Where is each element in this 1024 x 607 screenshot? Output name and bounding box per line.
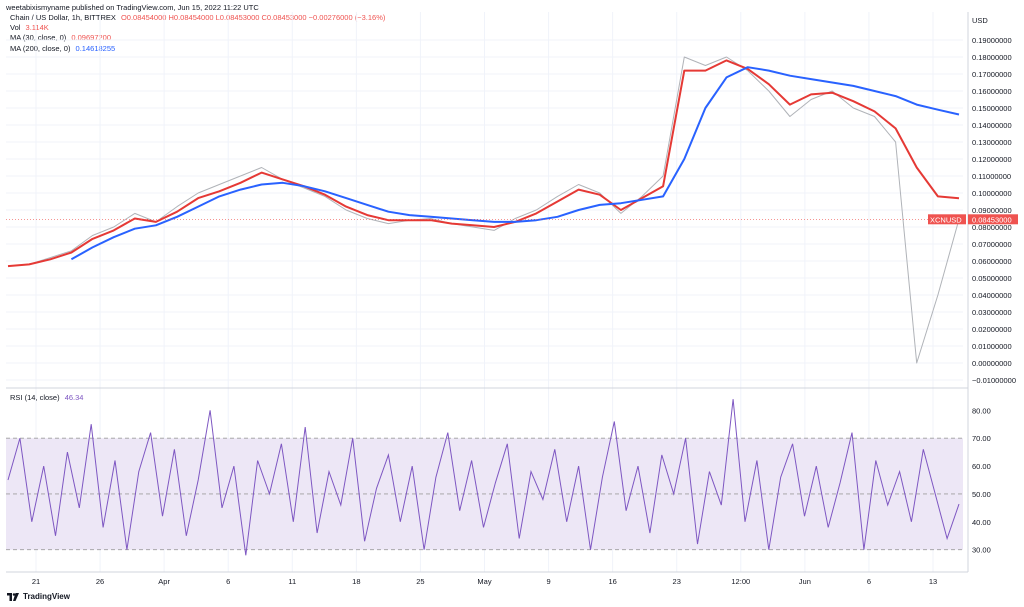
x-tick-label: 6 bbox=[867, 577, 871, 586]
x-tick-label: 9 bbox=[546, 577, 550, 586]
rsi-label: RSI (14, close) bbox=[10, 393, 60, 402]
price-tick-label: 0.02000000 bbox=[972, 325, 1012, 334]
rsi-tick-label: 80.00 bbox=[972, 406, 991, 415]
legend-ma200-row[interactable]: MA (200, close, 0) 0.14618255 bbox=[10, 44, 385, 54]
x-tick-label: 16 bbox=[608, 577, 616, 586]
x-tick-label: 23 bbox=[673, 577, 681, 586]
rsi-tick-label: 30.00 bbox=[972, 546, 991, 555]
price-tick-label: 0.13000000 bbox=[972, 138, 1012, 147]
x-tick-label: 21 bbox=[32, 577, 40, 586]
price-tick-label: 0.12000000 bbox=[972, 155, 1012, 164]
price-tick-label: −0.01000000 bbox=[972, 376, 1016, 385]
ma30-series-line[interactable] bbox=[7, 59, 960, 268]
last-price-value: 0.08453000 bbox=[972, 215, 1012, 224]
ma200-series-line[interactable] bbox=[70, 66, 960, 261]
x-tick-label: 6 bbox=[226, 577, 230, 586]
rsi-tick-label: 70.00 bbox=[972, 434, 991, 443]
ma30-value: 0.09697200 bbox=[71, 33, 111, 43]
price-tick-label: 0.03000000 bbox=[972, 308, 1012, 317]
price-tick-label: 0.06000000 bbox=[972, 257, 1012, 266]
x-tick-label: Apr bbox=[158, 577, 170, 586]
x-tick-label: May bbox=[477, 577, 491, 586]
x-tick-label: Jun bbox=[799, 577, 811, 586]
last-price-tag bbox=[968, 214, 1018, 225]
x-tick-label: 13 bbox=[929, 577, 937, 586]
legend-ma30-row[interactable]: MA (30, close, 0) 0.09697200 bbox=[10, 33, 385, 43]
vol-label: Vol bbox=[10, 23, 21, 33]
chart-legend: Chain / US Dollar, 1h, BITTREX O0.084540… bbox=[10, 13, 385, 54]
brand-name: TradingView bbox=[23, 592, 70, 601]
rsi-tick-label: 60.00 bbox=[972, 462, 991, 471]
ma200-value: 0.14618255 bbox=[75, 43, 116, 53]
rsi-series-line[interactable] bbox=[7, 399, 960, 556]
publisher-header: weetabixismyname published on TradingVie… bbox=[6, 3, 259, 12]
price-tick-label: 0.18000000 bbox=[972, 53, 1012, 62]
tradingview-logo-icon bbox=[7, 592, 19, 601]
price-tick-label: 0.08000000 bbox=[972, 223, 1012, 232]
rsi-legend[interactable]: RSI (14, close) 46.34 bbox=[10, 393, 83, 402]
price-tick-label: 0.07000000 bbox=[972, 240, 1012, 249]
ma200-label: MA (200, close, 0) bbox=[10, 43, 71, 53]
price-tick-label: 0.05000000 bbox=[972, 274, 1012, 283]
legend-symbol-row: Chain / US Dollar, 1h, BITTREX O0.084540… bbox=[10, 13, 385, 23]
symbol-tag bbox=[928, 214, 966, 225]
symbol-tag-label: XCNUSD bbox=[930, 215, 962, 224]
price-tick-label: 0.10000000 bbox=[972, 189, 1012, 198]
x-tick-label: 12:00 bbox=[731, 577, 750, 586]
x-tick-label: 18 bbox=[352, 577, 360, 586]
ohlc-values: O0.08454000 H0.08454000 L0.08453000 C0.0… bbox=[120, 13, 386, 22]
price-tick-label: 0.19000000 bbox=[972, 36, 1012, 45]
price-tick-label: 0.14000000 bbox=[972, 121, 1012, 130]
x-tick-label: 25 bbox=[416, 577, 424, 586]
price-tick-label: 0.11000000 bbox=[972, 172, 1011, 181]
price-tick-label: 0.15000000 bbox=[972, 104, 1012, 113]
price-series-line[interactable] bbox=[7, 56, 960, 364]
price-tick-label: 0.04000000 bbox=[972, 291, 1012, 300]
x-tick-label: 11 bbox=[288, 577, 296, 586]
rsi-tick-label: 50.00 bbox=[972, 490, 991, 499]
rsi-value: 46.34 bbox=[64, 393, 84, 402]
rsi-tick-label: 40.00 bbox=[972, 518, 991, 527]
ma30-label: MA (30, close, 0) bbox=[10, 33, 67, 43]
vol-value: 3.114K bbox=[25, 23, 49, 33]
symbol-label[interactable]: Chain / US Dollar, 1h, BITTREX bbox=[10, 13, 116, 22]
price-tick-label: 0.17000000 bbox=[972, 70, 1012, 79]
price-tick-label: 0.01000000 bbox=[972, 342, 1012, 351]
legend-vol-row[interactable]: Vol 3.114K bbox=[10, 23, 385, 33]
x-tick-label: 26 bbox=[96, 577, 104, 586]
price-scale-unit: USD bbox=[972, 16, 988, 25]
price-tick-label: 0.09000000 bbox=[972, 206, 1012, 215]
price-tick-label: 0.00000000 bbox=[972, 359, 1012, 368]
tradingview-footer[interactable]: TradingView bbox=[7, 592, 70, 601]
price-tick-label: 0.16000000 bbox=[972, 87, 1012, 96]
